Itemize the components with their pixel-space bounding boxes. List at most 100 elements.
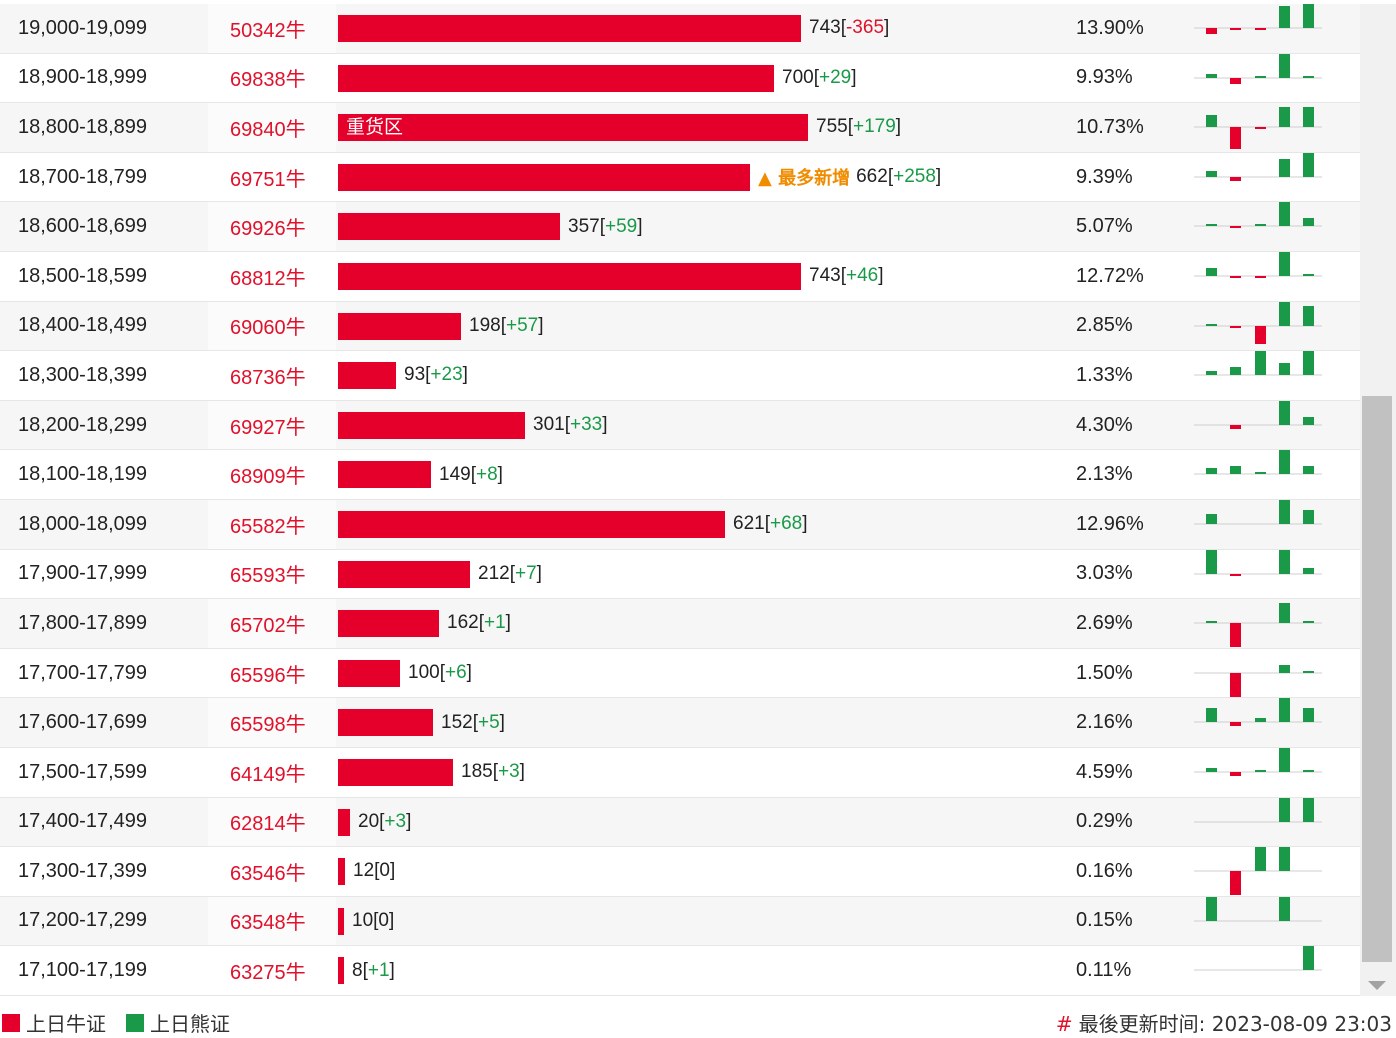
percentage: 0.15% (1076, 909, 1133, 932)
cbbc-code-link[interactable]: 68812牛 (208, 251, 336, 301)
volume-bar-cell: 20 [+3] (336, 798, 1066, 847)
most-added-tag: ▲ 最多新增 (758, 168, 851, 190)
cbbc-code-link[interactable]: 69927牛 (208, 400, 336, 450)
cbbc-code-link[interactable]: 69838牛 (208, 53, 336, 103)
table-row[interactable]: 17,300-17,399 63546牛 12 [0] 0.16% (0, 847, 1360, 897)
cbbc-code-link[interactable]: 68736牛 (208, 351, 336, 400)
table-row[interactable]: 17,700-17,799 65596牛 100 [+6] 1.50% (0, 648, 1360, 699)
sparkline-bar (1303, 416, 1314, 425)
volume-change: 0 (379, 860, 390, 882)
sparkline-bar (1206, 323, 1217, 326)
cbbc-code-link[interactable]: 69751牛 (208, 152, 336, 202)
trend-sparkline (1194, 946, 1324, 995)
sparkline-svg (1194, 53, 1322, 84)
scroll-down-arrow-icon[interactable] (1368, 981, 1386, 990)
legend-bull: 上日牛证 (2, 1008, 106, 1037)
volume-value: 8 [+1] (352, 959, 395, 981)
table-row[interactable]: 18,300-18,399 68736牛 93 [+23] 1.33% (0, 351, 1360, 401)
volume-bar-cell: 152 [+5] (336, 698, 1066, 747)
sparkline-bar (1230, 871, 1241, 896)
cbbc-code-link[interactable]: 69060牛 (208, 301, 336, 351)
trend-sparkline (1194, 202, 1324, 251)
table-row[interactable]: 17,800-17,899 65702牛 162 [+1] 2.69% (0, 599, 1360, 649)
sparkline-bar (1303, 567, 1314, 574)
cbbc-code-link[interactable]: 63275牛 (208, 946, 336, 995)
volume-bar (338, 758, 453, 786)
trend-sparkline (1194, 649, 1324, 698)
sparkline-bar (1303, 670, 1314, 673)
volume-value: 212 [+7] (478, 562, 542, 584)
trend-sparkline (1194, 301, 1324, 351)
percentage: 12.96% (1076, 512, 1144, 535)
strike-range: 17,800-17,899 (18, 611, 148, 634)
sparkline-bar (1230, 226, 1241, 229)
table-row[interactable]: 17,400-17,499 62814牛 20 [+3] 0.29% (0, 797, 1360, 848)
cbbc-code-link[interactable]: 65702牛 (208, 599, 336, 648)
cbbc-code-link[interactable]: 63546牛 (208, 847, 336, 896)
volume-number: 152 (441, 711, 473, 733)
footer: 上日牛证 上日熊证 # 最後更新时间: 2023-08-09 23:03 (0, 1004, 1396, 1038)
table-row[interactable]: 18,000-18,099 65582牛 621 [+68] 12.96% (0, 499, 1360, 550)
cbbc-code-link[interactable]: 68909牛 (208, 450, 336, 499)
table-row[interactable]: 18,600-18,699 69926牛 357 [+59] 5.07% (0, 202, 1360, 252)
strike-range: 17,900-17,999 (18, 562, 148, 585)
cbbc-code-link[interactable]: 65582牛 (208, 499, 336, 549)
percentage: 0.16% (1076, 859, 1133, 882)
volume-change: +3 (384, 810, 407, 832)
volume-bar (338, 610, 439, 638)
cbbc-code-link[interactable]: 69926牛 (208, 202, 336, 251)
table-row[interactable]: 17,100-17,199 63275牛 8 [+1] 0.11% (0, 946, 1360, 996)
table-row[interactable]: 17,600-17,699 65598牛 152 [+5] 2.16% (0, 698, 1360, 748)
volume-bar-cell: 149 [+8] (336, 450, 1066, 499)
volume-change: +5 (477, 711, 500, 733)
strike-range: 17,100-17,199 (18, 959, 148, 982)
bear-swatch-icon (126, 1013, 144, 1032)
sparkline-svg (1194, 202, 1322, 229)
percentage: 9.93% (1076, 66, 1133, 89)
volume-value: 743 [-365] (809, 17, 890, 39)
percentage: 2.69% (1076, 611, 1133, 634)
last-updated: # 最後更新时间: 2023-08-09 23:03 (1056, 1008, 1392, 1037)
sparkline-bar (1279, 797, 1290, 822)
hash-icon: # (1055, 1012, 1073, 1036)
percentage: 3.03% (1076, 562, 1133, 585)
table-row[interactable]: 17,200-17,299 63548牛 10 [0] 0.15% (0, 896, 1360, 947)
strike-range: 18,200-18,299 (18, 413, 148, 436)
sparkline-bar (1206, 513, 1217, 524)
table-row[interactable]: 18,700-18,799 69751牛 ▲ 最多新增 662 [+258] 9.39% (0, 152, 1360, 203)
percentage: 13.90% (1076, 16, 1144, 39)
cbbc-code-link[interactable]: 69840牛 (208, 103, 336, 152)
table-row[interactable]: 18,100-18,199 68909牛 149 [+8] 2.13% (0, 450, 1360, 500)
table-row[interactable]: 18,200-18,299 69927牛 301 [+33] 4.30% (0, 400, 1360, 451)
sparkline-bar (1279, 363, 1290, 376)
scrollbar-thumb[interactable] (1362, 396, 1392, 962)
volume-bar (338, 15, 801, 42)
scrollbar[interactable] (1360, 4, 1396, 996)
strike-range: 18,600-18,699 (18, 215, 148, 238)
table-row[interactable]: 18,400-18,499 69060牛 198 [+57] 2.85% (0, 301, 1360, 352)
cbbc-code-link[interactable]: 65596牛 (208, 648, 336, 698)
table-row[interactable]: 17,900-17,999 65593牛 212 [+7] 3.03% (0, 549, 1360, 600)
last-updated-text: 最後更新时间: 2023-08-09 23:03 (1078, 1012, 1392, 1036)
cbbc-code-link[interactable]: 63548牛 (208, 896, 336, 946)
cbbc-code-link[interactable]: 64149牛 (208, 747, 336, 797)
sparkline-bar (1279, 400, 1290, 425)
cbbc-code-link[interactable]: 65598牛 (208, 698, 336, 747)
cbbc-code-link[interactable]: 50342牛 (208, 4, 336, 53)
strike-range: 18,500-18,599 (18, 264, 148, 287)
table-row[interactable]: 18,900-18,999 69838牛 700 [+29] 9.93% (0, 53, 1360, 104)
table-row[interactable]: 19,000-19,099 50342牛 743 [-365] 13.90% (0, 4, 1360, 54)
volume-bar-cell: 12 [0] (336, 847, 1066, 896)
sparkline-svg (1194, 847, 1322, 896)
table-row[interactable]: 17,500-17,599 64149牛 185 [+3] 4.59% (0, 747, 1360, 798)
strike-range: 18,100-18,199 (18, 463, 148, 486)
sparkline-bar (1303, 273, 1314, 276)
cbbc-code-link[interactable]: 62814牛 (208, 797, 336, 847)
sparkline-bar (1255, 275, 1266, 278)
table-row[interactable]: 18,500-18,599 68812牛 743 [+46] 12.72% (0, 251, 1360, 302)
cbbc-code-link[interactable]: 65593牛 (208, 549, 336, 599)
volume-bar-cell: 357 [+59] (336, 202, 1066, 251)
table-row[interactable]: 18,800-18,899 69840牛 重货区 755 [+179] 10.73% (0, 103, 1360, 153)
sparkline-bar (1303, 946, 1314, 971)
trend-sparkline (1194, 152, 1324, 202)
